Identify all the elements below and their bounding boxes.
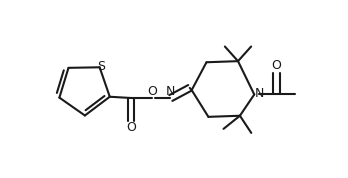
Text: O: O bbox=[126, 121, 136, 134]
Text: N: N bbox=[166, 85, 175, 98]
Text: O: O bbox=[147, 85, 157, 98]
Text: N: N bbox=[255, 87, 264, 100]
Text: O: O bbox=[271, 59, 282, 72]
Text: S: S bbox=[97, 60, 105, 73]
